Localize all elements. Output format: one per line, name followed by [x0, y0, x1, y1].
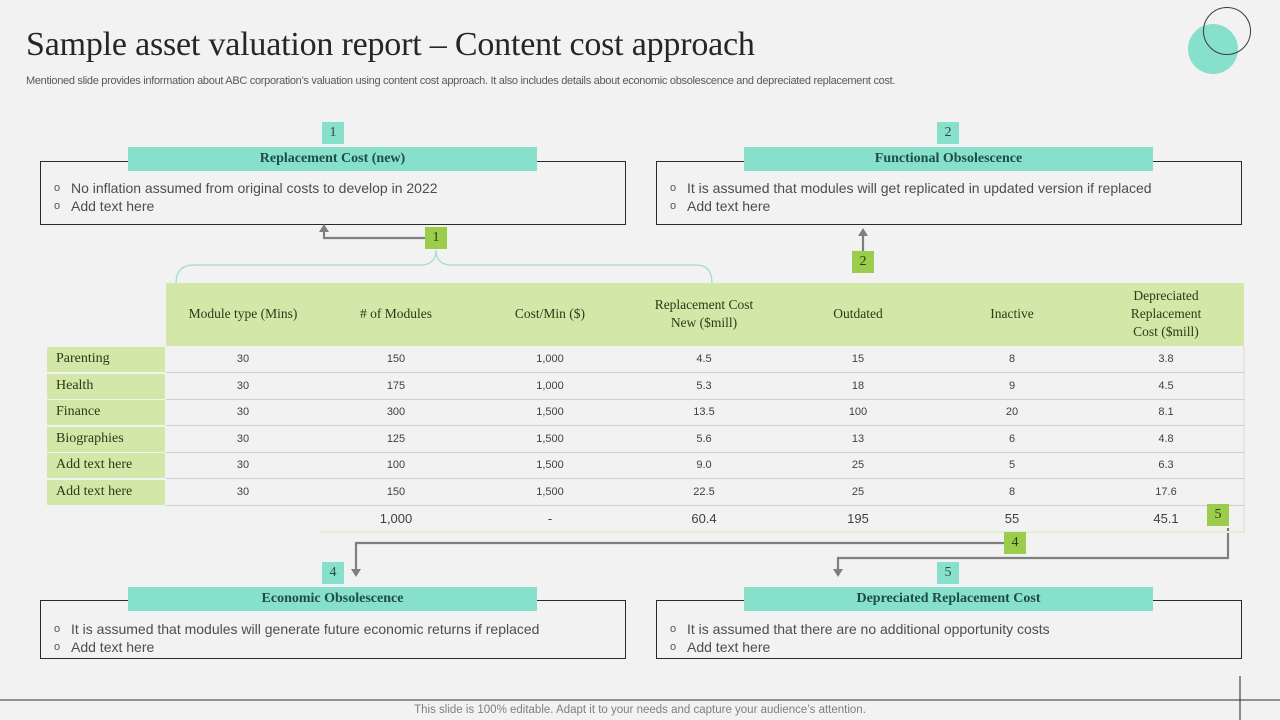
box-4-bullet-1: It is assumed that modules will generate… [41, 620, 625, 638]
table-row-divider [166, 451, 1244, 453]
functional-obsolescence-box: It is assumed that modules will get repl… [656, 161, 1242, 225]
table-cell: 175 [386, 379, 406, 392]
total-outdated: 195 [847, 511, 869, 526]
functional-obsolescence-heading: Functional Obsolescence [744, 147, 1153, 171]
box-4-bullet-2: Add text here [41, 638, 625, 656]
table-cell: 30 [236, 459, 250, 472]
box-5-bullet-1: It is assumed that there are no addition… [657, 620, 1241, 638]
table-cell: 1,000 [536, 379, 564, 392]
connector-1-badge: 1 [425, 227, 447, 249]
table-cell: 5.6 [696, 432, 712, 445]
table-cell: 1,500 [536, 459, 564, 472]
table-cell: 20 [1005, 406, 1019, 419]
table-cell: 17.6 [1155, 486, 1177, 498]
table-cell: 125 [386, 432, 406, 445]
table-cell: 15 [851, 353, 865, 365]
table-cell: 8.1 [1158, 406, 1174, 419]
box-2-bullet-2: Add text here [657, 197, 1241, 215]
table-cell: 8 [1008, 353, 1016, 365]
box-1-number-badge: 1 [322, 122, 344, 144]
table-cell: 9 [1008, 379, 1016, 392]
table-row-divider [166, 505, 1244, 506]
table-row-label: Biographies [47, 426, 165, 452]
table-cell: 30 [236, 486, 250, 498]
box-1-bullet-2: Add text here [41, 197, 625, 215]
footer-note: This slide is 100% editable. Adapt it to… [414, 704, 866, 716]
economic-obsolescence-heading: Economic Obsolescence [128, 587, 537, 611]
table-cell: 1,500 [536, 406, 564, 419]
col-header-replacement-cost-new: Replacement Cost New ($mill) [654, 297, 754, 330]
table-cell: 300 [386, 406, 406, 419]
table-cell: 18 [851, 379, 865, 392]
table-cell: 100 [386, 459, 406, 472]
table-cell: 9.0 [696, 459, 712, 472]
table-cell: 13.5 [693, 406, 715, 419]
col-header-inactive: Inactive [990, 306, 1034, 321]
replacement-cost-heading: Replacement Cost (new) [128, 147, 537, 171]
table-row-divider [166, 478, 1244, 480]
table-row-label: Add text here [47, 453, 165, 479]
table-cell: 1,500 [536, 486, 564, 498]
col-header-num-modules: # of Modules [360, 306, 432, 321]
connector-5-badge: 5 [1207, 504, 1229, 526]
table-cell: 22.5 [693, 486, 715, 498]
table-cell: 6.3 [1158, 459, 1174, 472]
connector-2-badge: 2 [852, 251, 874, 273]
table-cell: 1,000 [536, 353, 564, 365]
total-num-modules: 1,000 [379, 511, 413, 526]
total-inactive: 55 [1004, 511, 1020, 526]
table-cell: 25 [851, 486, 865, 498]
table-row-label: Health [47, 373, 165, 399]
connector-4-badge: 4 [1004, 532, 1026, 554]
table-cell: 30 [236, 353, 250, 365]
total-cost-per-min: - [547, 511, 553, 526]
table-row-divider [166, 425, 1244, 427]
table-row-label: Add text here [47, 480, 165, 505]
table-cell: 1,500 [536, 432, 564, 445]
col-header-outdated: Outdated [833, 306, 883, 321]
table-cell: 8 [1008, 486, 1016, 498]
table-cell: 4.8 [1158, 432, 1174, 445]
box-1-bullet-1: No inflation assumed from original costs… [41, 179, 625, 197]
table-cell: 3.8 [1158, 353, 1174, 365]
col-header-cost-per-min: Cost/Min ($) [514, 306, 586, 321]
table-cell: 13 [851, 432, 865, 445]
replacement-cost-box: No inflation assumed from original costs… [40, 161, 626, 225]
table-row-label: Parenting [47, 347, 165, 372]
table-cell: 150 [386, 486, 406, 498]
table-row-divider [166, 372, 1244, 373]
box-5-number-badge: 5 [937, 562, 959, 584]
table-cell: 100 [848, 406, 868, 419]
total-depreciated-cost: 45.1 [1153, 511, 1179, 526]
depreciated-replacement-cost-heading: Depreciated Replacement Cost [744, 587, 1153, 611]
table-cell: 30 [236, 406, 250, 419]
table-cell: 150 [386, 353, 406, 365]
table-cell: 4.5 [696, 353, 712, 365]
total-replacement-cost: 60.4 [691, 511, 717, 526]
box-5-bullet-2: Add text here [657, 638, 1241, 656]
page-title: Sample asset valuation report – Content … [26, 26, 755, 63]
col-header-depreciated-cost: Depreciated Replacement Cost ($mill) [1130, 288, 1202, 339]
table-cell: 25 [851, 459, 865, 472]
box-2-bullet-1: It is assumed that modules will get repl… [657, 179, 1241, 197]
table-cell: 4.5 [1158, 379, 1174, 392]
box-2-number-badge: 2 [937, 122, 959, 144]
table-cell: 30 [236, 379, 250, 392]
table-cell: 30 [236, 432, 250, 445]
table-cell: 6 [1008, 432, 1016, 445]
page-subtitle: Mentioned slide provides information abo… [26, 75, 896, 87]
col-header-module-type: Module type (Mins) [188, 306, 298, 321]
table-row-divider [166, 398, 1244, 400]
table-cell: 5 [1008, 459, 1016, 472]
box-4-number-badge: 4 [322, 562, 344, 584]
decorative-circle-ring-icon [1203, 7, 1251, 55]
table-header [166, 283, 1244, 346]
table-cell: 5.3 [696, 379, 712, 392]
table-row-label: Finance [47, 400, 165, 426]
